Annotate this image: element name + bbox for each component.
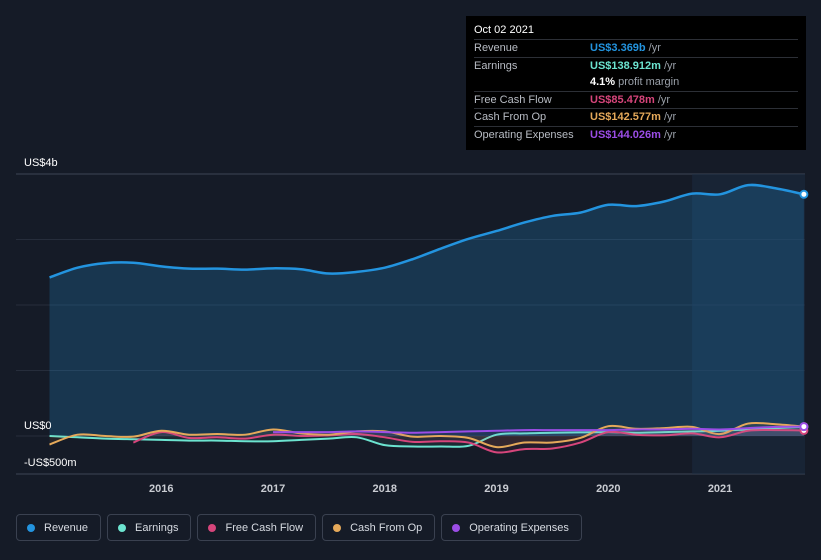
legend-item-operating-expenses[interactable]: Operating Expenses	[441, 514, 582, 541]
tooltip-value: 4.1%	[590, 76, 616, 88]
tooltip-value: US$85.478m	[590, 93, 655, 106]
tooltip-value: US$144.026m	[590, 128, 661, 141]
legend-item-earnings[interactable]: Earnings	[107, 514, 192, 541]
x-tick-label: 2018	[373, 483, 397, 495]
tooltip-label: Revenue	[474, 42, 519, 54]
tooltip-row-earnings: Earnings US$138.912m /yr	[474, 56, 798, 75]
x-tick-label: 2019	[484, 483, 508, 495]
tooltip-unit: /yr	[663, 59, 677, 72]
legend-dot-icon	[118, 523, 127, 532]
legend-dot-icon	[452, 523, 461, 532]
tooltip-row-profit-margin: 4.1% profit margin	[474, 74, 798, 91]
legend-label: Operating Expenses	[469, 521, 569, 534]
tooltip-row-cash-from-op: Cash From Op US$142.577m /yr	[474, 108, 798, 126]
revenue-end-marker	[799, 189, 809, 199]
legend-label: Free Cash Flow	[225, 521, 304, 534]
tooltip-unit: /yr	[663, 111, 677, 123]
tooltip-unit: profit margin	[618, 76, 680, 88]
legend-item-revenue[interactable]: Revenue	[16, 514, 102, 541]
legend-dot-icon	[333, 523, 342, 532]
tooltip-panel: Oct 02 2021 Revenue US$3.369b /yr Earnin…	[466, 16, 806, 150]
cash-from-op-area	[49, 422, 804, 448]
legend-label: Revenue	[44, 521, 89, 534]
tooltip-unit: /yr	[663, 128, 677, 141]
tooltip-unit: /yr	[648, 42, 661, 54]
tooltip-date: Oct 02 2021	[474, 24, 534, 36]
cash-from-op-line	[49, 421, 804, 449]
end-markers	[799, 189, 809, 435]
earnings-line	[49, 425, 804, 448]
x-tick-label: 2017	[261, 483, 285, 495]
operating-expenses-line	[273, 425, 804, 434]
tooltip-label: Cash From Op	[474, 111, 547, 123]
y-axis-label-zero: US$0	[24, 420, 52, 432]
legend-label: Cash From Op	[350, 521, 423, 534]
free-cash-flow-line	[132, 429, 804, 454]
tooltip-value: US$138.912m	[590, 59, 661, 72]
tooltip-label	[474, 74, 590, 91]
y-axis-label-bottom: -US$500m	[24, 457, 77, 469]
x-axis-ticks: 2016 2017 2018 2019 2020 2021	[149, 483, 732, 495]
legend-item-free-cash-flow[interactable]: Free Cash Flow	[197, 514, 317, 541]
legend-dot-icon	[27, 523, 35, 532]
tooltip-label: Earnings	[474, 59, 518, 72]
tooltip-row-free-cash-flow: Free Cash Flow US$85.478m /yr	[474, 90, 798, 109]
x-tick-label: 2020	[596, 483, 620, 495]
tooltip-value: US$142.577m	[590, 111, 661, 123]
operating-expenses-end-marker	[799, 422, 809, 432]
tooltip-row-revenue: Revenue US$3.369b /yr	[474, 39, 798, 57]
legend-item-cash-from-op[interactable]: Cash From Op	[322, 514, 436, 541]
legend-dot-icon	[208, 523, 217, 532]
series-layer	[49, 183, 805, 454]
revenue-area	[49, 184, 804, 436]
chart-legend: Revenue Earnings Free Cash Flow Cash Fro…	[16, 514, 582, 541]
legend-label: Earnings	[135, 521, 179, 534]
y-axis-label-top: US$4b	[24, 157, 58, 169]
tooltip-value: US$3.369b	[590, 42, 646, 54]
revenue-line	[49, 183, 805, 279]
x-tick-label: 2021	[708, 483, 732, 495]
tooltip-row-operating-expenses: Operating Expenses US$144.026m /yr	[474, 125, 798, 144]
tooltip-unit: /yr	[657, 93, 671, 106]
tooltip-label: Operating Expenses	[474, 128, 574, 141]
x-tick-label: 2016	[149, 483, 173, 495]
tooltip-label: Free Cash Flow	[474, 93, 552, 106]
